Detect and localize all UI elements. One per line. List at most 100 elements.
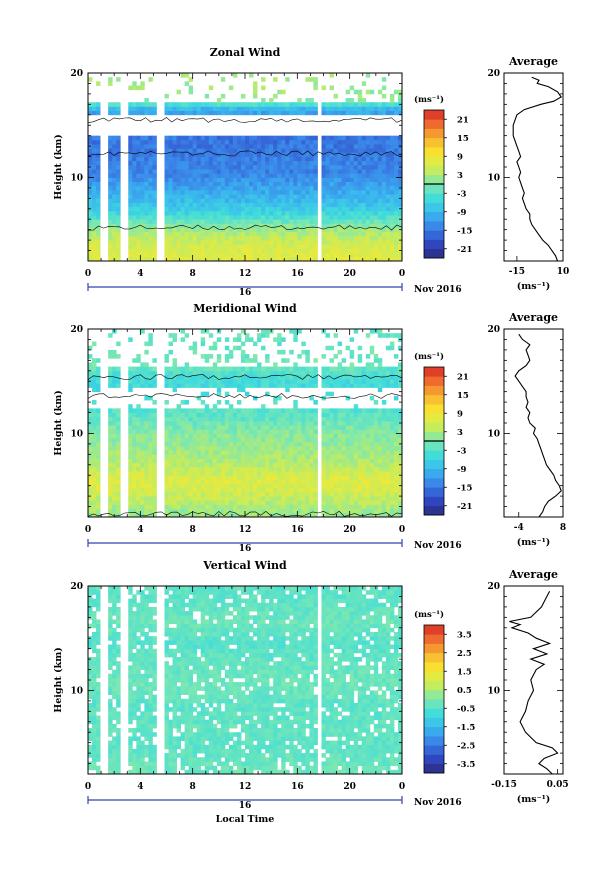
heatmap-cell xyxy=(369,416,375,422)
heatmap-cell xyxy=(220,437,226,443)
heatmap-cell xyxy=(293,256,298,262)
heatmap-cell xyxy=(112,479,117,484)
heatmap-cell xyxy=(313,479,318,484)
heatmap-cell xyxy=(208,500,214,505)
heatmap-cell xyxy=(96,219,101,224)
heatmap-cell xyxy=(353,206,359,212)
heatmap-cell xyxy=(116,244,121,249)
heatmap-cell xyxy=(208,144,214,149)
heatmap-cell xyxy=(325,219,330,224)
heatmap-cell xyxy=(208,379,214,384)
heatmap-cell xyxy=(385,462,391,468)
heatmap-cell xyxy=(349,437,355,443)
heatmap-cell xyxy=(180,420,186,426)
heatmap-cell xyxy=(140,106,145,111)
heatmap-cell xyxy=(224,219,230,224)
heatmap-cell xyxy=(180,441,186,447)
heatmap-cell xyxy=(180,240,186,245)
heatmap-cell xyxy=(112,164,117,170)
heatmap-cell xyxy=(172,445,177,451)
heatmap-cell xyxy=(345,437,351,443)
heatmap-cell xyxy=(385,206,391,212)
heatmap-cell xyxy=(265,408,270,413)
heatmap-cell xyxy=(232,231,238,237)
heatmap-cell xyxy=(136,148,141,153)
heatmap-cell xyxy=(88,169,93,174)
heatmap-cell xyxy=(325,458,330,464)
heatmap-cell xyxy=(293,429,298,434)
heatmap-cell xyxy=(253,139,258,145)
heatmap-cell xyxy=(88,189,93,195)
heatmap-cell xyxy=(220,248,226,254)
heatmap-cell xyxy=(373,483,379,489)
heatmap-cell xyxy=(152,491,157,497)
heatmap-cell xyxy=(265,135,270,141)
heatmap-cell xyxy=(385,454,391,459)
heatmap-cell xyxy=(204,329,210,334)
heatmap-cell xyxy=(240,504,246,510)
heatmap-cell xyxy=(224,504,230,510)
heatmap-cell xyxy=(309,491,314,497)
heatmap-cell xyxy=(204,420,210,426)
heatmap-cell xyxy=(96,366,101,372)
heatmap-cell xyxy=(136,370,141,376)
heatmap-cell xyxy=(309,450,314,455)
heatmap-cell xyxy=(365,466,371,472)
heatmap-cell xyxy=(333,416,338,422)
heatmap-cell xyxy=(265,169,270,174)
heatmap-cell xyxy=(176,219,181,224)
heatmap-cell xyxy=(265,206,270,212)
heatmap-cell xyxy=(377,441,383,447)
heatmap-cell xyxy=(373,454,379,459)
heatmap-cell xyxy=(216,181,222,187)
heatmap-cell xyxy=(136,429,141,434)
heatmap-cell xyxy=(108,496,113,501)
heatmap-cell xyxy=(281,471,286,476)
heatmap-cell xyxy=(220,408,226,413)
heatmap-cell xyxy=(257,487,262,493)
heatmap-cell xyxy=(240,379,246,384)
heatmap-cell xyxy=(224,450,230,455)
heatmap-cell xyxy=(329,198,334,203)
heatmap-cell xyxy=(132,429,137,434)
heatmap-cell xyxy=(309,244,314,249)
heatmap-cell xyxy=(369,164,375,170)
heatmap-cell xyxy=(236,181,242,187)
heatmap-cell xyxy=(249,202,254,208)
heatmap-cell xyxy=(349,366,355,372)
heatmap-cell xyxy=(152,189,157,195)
heatmap-cell xyxy=(293,483,298,489)
heatmap-cell xyxy=(88,152,93,157)
heatmap-cell xyxy=(321,206,326,212)
heatmap-cell xyxy=(216,374,222,380)
heatmap-cell xyxy=(285,215,290,220)
heatmap-cell xyxy=(140,85,145,91)
heatmap-cell xyxy=(377,210,383,216)
heatmap-cell xyxy=(204,496,210,501)
heatmap-cell xyxy=(216,500,222,505)
heatmap-cell xyxy=(385,173,391,178)
heatmap-cell xyxy=(333,139,338,145)
heatmap-cell xyxy=(232,496,238,501)
colorbar-segment xyxy=(424,221,444,231)
heatmap-cell xyxy=(172,244,177,249)
heatmap-cell xyxy=(373,148,379,153)
heatmap-cell xyxy=(92,177,97,183)
heatmap-cell xyxy=(245,337,250,342)
heatmap-cell xyxy=(353,437,359,443)
heatmap-cell xyxy=(240,479,246,484)
heatmap-cell xyxy=(361,412,367,418)
heatmap-cell xyxy=(212,345,218,351)
heatmap-cell xyxy=(301,479,306,484)
heatmap-cell xyxy=(180,164,186,170)
heatmap-cell xyxy=(168,341,173,347)
heatmap-cell xyxy=(253,135,258,141)
heatmap-cell xyxy=(389,164,395,170)
heatmap-cell xyxy=(337,206,343,212)
heatmap-cell xyxy=(373,248,379,254)
heatmap-cell xyxy=(397,173,403,178)
heatmap-cell xyxy=(249,189,254,195)
heatmap-cell xyxy=(393,235,399,241)
heatmap-cell xyxy=(285,445,290,451)
heatmap-cell xyxy=(136,169,141,174)
